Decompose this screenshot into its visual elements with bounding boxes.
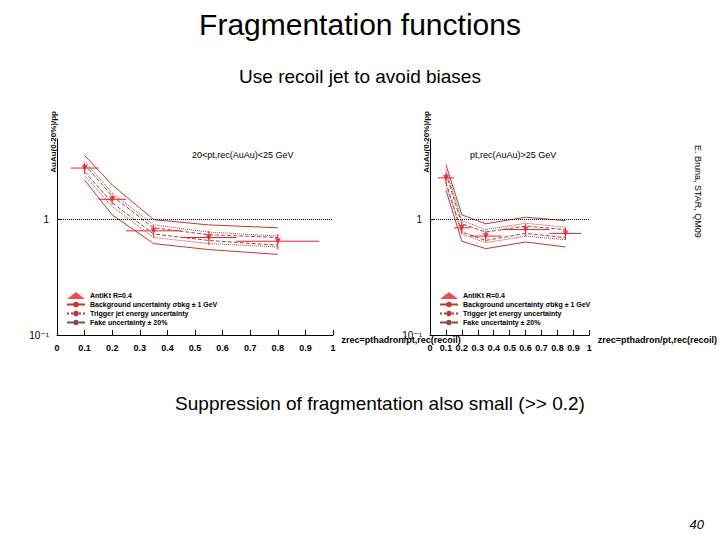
html-text:E. Bruna, STAR, QM09: E. Bruna, STAR, QM09 xyxy=(693,145,703,238)
svg-text:Trigger jet energy uncertainty: Trigger jet energy uncertainty xyxy=(463,310,562,318)
svg-text:0.5: 0.5 xyxy=(503,343,516,353)
html-text:Use recoil jet to avoid biases: Use recoil jet to avoid biases xyxy=(239,66,481,87)
svg-text:0.8: 0.8 xyxy=(551,343,564,353)
svg-text:10⁻¹: 10⁻¹ xyxy=(402,330,422,341)
svg-text:0.4: 0.4 xyxy=(487,343,500,353)
svg-text:Trigger jet energy uncertainty: Trigger jet energy uncertainty xyxy=(90,310,189,318)
svg-text:AuAu(0-20%)/pp: AuAu(0-20%)/pp xyxy=(422,111,431,173)
svg-text:20<pt,rec(AuAu)<25 GeV: 20<pt,rec(AuAu)<25 GeV xyxy=(192,150,294,160)
html-text:40: 40 xyxy=(689,517,704,532)
svg-text:1: 1 xyxy=(416,214,422,225)
svg-text:0.3: 0.3 xyxy=(472,343,485,353)
svg-text:Fake uncertainty ± 20%: Fake uncertainty ± 20% xyxy=(90,319,168,327)
svg-text:Background uncertainty σbkg ±: Background uncertainty σbkg ± 1 GeV xyxy=(463,301,591,309)
svg-text:Fake uncertainty ± 20%: Fake uncertainty ± 20% xyxy=(463,319,541,327)
svg-text:0: 0 xyxy=(427,343,432,353)
svg-text:AuAu(0-20%)/pp: AuAu(0-20%)/pp xyxy=(49,111,58,173)
svg-text:0.6: 0.6 xyxy=(216,343,229,353)
svg-text:0.2: 0.2 xyxy=(456,343,469,353)
svg-text:0: 0 xyxy=(54,343,59,353)
svg-text:0.2: 0.2 xyxy=(106,343,119,353)
html-text:Fragmentation functions: Fragmentation functions xyxy=(199,8,521,41)
svg-text:0.9: 0.9 xyxy=(567,343,580,353)
svg-text:0.3: 0.3 xyxy=(134,343,147,353)
svg-text:0.7: 0.7 xyxy=(244,343,257,353)
html-text:Suppression of fragmentation a: Suppression of fragmentation also small … xyxy=(175,393,585,414)
svg-text:0.7: 0.7 xyxy=(535,343,548,353)
svg-text:0.6: 0.6 xyxy=(519,343,532,353)
svg-text:0.1: 0.1 xyxy=(78,343,91,353)
svg-text:Background uncertainty σbkg ±: Background uncertainty σbkg ± 1 GeV xyxy=(90,301,218,309)
svg-text:0.8: 0.8 xyxy=(272,343,285,353)
svg-text:zrec=pthadron/pt,rec(recoil): zrec=pthadron/pt,rec(recoil) xyxy=(341,334,461,345)
svg-text:0.4: 0.4 xyxy=(161,343,174,353)
svg-text:10⁻¹: 10⁻¹ xyxy=(29,330,49,341)
svg-text:AntiKt R=0.4: AntiKt R=0.4 xyxy=(90,292,132,299)
svg-text:0.5: 0.5 xyxy=(189,343,202,353)
svg-text:pt,rec(AuAu)>25 GeV: pt,rec(AuAu)>25 GeV xyxy=(470,150,556,160)
svg-text:1: 1 xyxy=(587,343,592,353)
svg-text:1: 1 xyxy=(330,343,335,353)
svg-text:0.1: 0.1 xyxy=(440,343,453,353)
svg-text:AntiKt R=0.4: AntiKt R=0.4 xyxy=(463,292,505,299)
svg-text:zrec=pthadron/pt,rec(recoil): zrec=pthadron/pt,rec(recoil) xyxy=(598,335,717,345)
svg-text:0.9: 0.9 xyxy=(299,343,312,353)
svg-text:1: 1 xyxy=(43,214,49,225)
